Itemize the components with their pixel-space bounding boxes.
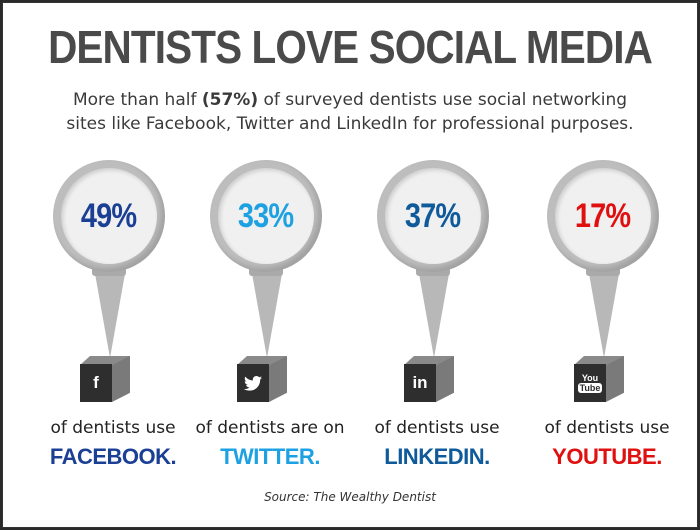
youtube-cube: You Tube bbox=[574, 356, 624, 404]
percent-value: 17% bbox=[575, 196, 631, 235]
caption: of dentists use bbox=[544, 418, 670, 438]
facebook-icon: f bbox=[80, 364, 112, 402]
percent-value: 33% bbox=[238, 196, 294, 235]
subtitle-line-2: sites like Facebook, Twitter and LinkedI… bbox=[66, 114, 634, 134]
subtitle-text: More than half bbox=[72, 90, 202, 110]
magnifier-lens: 17% bbox=[547, 160, 659, 272]
percent-value: 49% bbox=[81, 196, 137, 235]
stat-youtube: 17% You Tube of dentists use YOUTUBE. bbox=[522, 160, 692, 510]
subtitle-text: of surveyed dentists use social networki… bbox=[258, 90, 628, 110]
twitter-cube bbox=[237, 356, 287, 404]
stat-facebook: 49% f of dentists use FACEBOOK. bbox=[28, 160, 198, 510]
caption: of dentists use bbox=[374, 418, 500, 438]
brand-label: YOUTUBE. bbox=[552, 444, 662, 469]
magnifier-handle bbox=[251, 268, 283, 358]
stat-linkedin: 37% in of dentists use LINKEDIN. bbox=[352, 160, 522, 510]
youtube-icon-tube: Tube bbox=[577, 383, 603, 393]
twitter-icon bbox=[237, 364, 269, 402]
source-credit: Source: The Wealthy Dentist bbox=[264, 490, 436, 504]
percent-value: 37% bbox=[405, 196, 461, 235]
youtube-icon-you: You bbox=[581, 373, 599, 383]
subtitle: More than half (57%) of surveyed dentist… bbox=[0, 88, 700, 136]
magnifier-handle bbox=[418, 268, 450, 358]
caption: of dentists use bbox=[50, 418, 176, 438]
linkedin-cube: in bbox=[404, 356, 454, 404]
magnifier-handle bbox=[588, 268, 620, 358]
subtitle-highlight: (57%) bbox=[201, 90, 259, 110]
page-title: DENTISTS LOVE SOCIAL MEDIA bbox=[48, 21, 653, 73]
magnifier-handle bbox=[94, 268, 126, 358]
facebook-cube: f bbox=[80, 356, 130, 404]
linkedin-icon: in bbox=[404, 364, 436, 402]
magnifier-lens: 37% bbox=[377, 160, 489, 272]
caption: of dentists are on bbox=[195, 418, 345, 438]
stat-twitter: 33% of dentists are on TWITTER. bbox=[185, 160, 355, 510]
magnifier-lens: 49% bbox=[53, 160, 165, 272]
brand-label: FACEBOOK. bbox=[49, 444, 177, 469]
youtube-icon: You Tube bbox=[574, 364, 606, 402]
magnifier-lens: 33% bbox=[210, 160, 322, 272]
brand-label: TWITTER. bbox=[220, 444, 320, 469]
brand-label: LINKEDIN. bbox=[384, 444, 490, 469]
